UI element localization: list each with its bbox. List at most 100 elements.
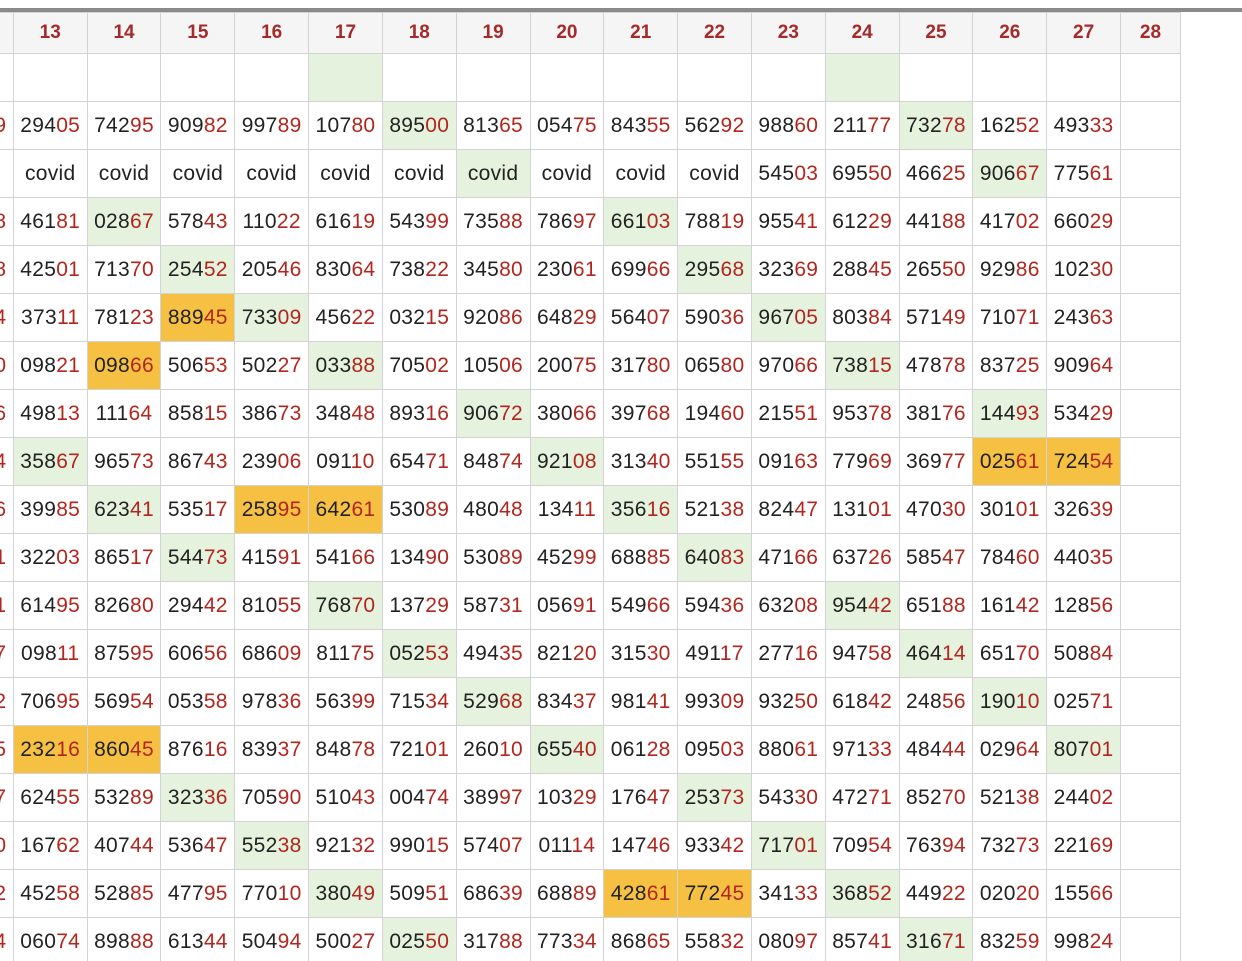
cell-number-suffix: 23 (130, 305, 154, 329)
cell-number-prefix: 253 (684, 785, 721, 809)
cell-number-suffix: 02 (1089, 785, 1114, 809)
table-cell: 05253 (381, 629, 457, 678)
table-cell: 10780 (308, 101, 383, 150)
table-row: 0000270695569540535897836563997153452968… (0, 677, 1181, 726)
table-cell (1120, 725, 1181, 774)
cell-number-suffix: 01 (794, 833, 819, 857)
table-cell: 50027 (308, 917, 383, 961)
cell-number-suffix: 10 (1015, 689, 1040, 713)
cell-number-prefix: 102 (1053, 257, 1090, 281)
cell-number-suffix: 30 (646, 641, 671, 665)
cell-number-suffix: 73 (1015, 833, 1040, 857)
cell-number-suffix: 68 (646, 401, 671, 425)
cell-number-suffix: 11 (56, 305, 80, 329)
cell-number-suffix: 29 (425, 593, 450, 617)
table-cell: 83725 (972, 341, 1048, 390)
table-cell: 76394 (898, 821, 974, 870)
table-cell: 85270 (898, 773, 974, 822)
cell-number-suffix: 93 (1015, 401, 1040, 425)
cell-number-suffix: 29 (572, 785, 597, 809)
cell-number-prefix: 569 (94, 689, 131, 713)
table-cell: 09163 (750, 437, 826, 486)
cell-number-prefix: 971 (832, 737, 869, 761)
table-cell: 47795 (160, 869, 236, 918)
table-cell: 02571 (1046, 677, 1121, 726)
column-header: 21 (603, 12, 679, 54)
cell-number-suffix: 60 (794, 113, 819, 137)
table-cell: 71701 (750, 821, 826, 870)
table-cell: 83937 (234, 725, 310, 774)
cell-number-suffix: 05 (794, 305, 819, 329)
cell-number-prefix: 221 (1053, 833, 1090, 857)
cell-number-prefix: 640 (684, 545, 721, 569)
table-row: 0000016762407445364755238921329901557407… (0, 821, 1181, 870)
cell-number-suffix: 95 (130, 641, 154, 665)
cell-number-prefix: 521 (684, 497, 721, 521)
table-cell: 46414 (898, 629, 974, 678)
table-cell: 90964 (1046, 341, 1121, 390)
cell-number-suffix: 01 (1089, 737, 1114, 761)
cell-number-prefix: 380 (315, 881, 352, 905)
table-cell: 84874 (455, 437, 531, 486)
cell-number-prefix: 456 (315, 305, 352, 329)
cell-number-prefix: 491 (685, 641, 720, 665)
table-row: 0000762455532893233670590510430047438997… (0, 773, 1181, 822)
cell-number-prefix: 997 (241, 113, 278, 137)
table-cell: 77010 (234, 869, 310, 918)
cell-number-prefix: 967 (758, 305, 795, 329)
cell-number-prefix: 301 (979, 497, 1016, 521)
cell-number-suffix: 95 (130, 113, 154, 137)
cell-number-prefix: 618 (832, 689, 869, 713)
table-cell: 00004 (0, 293, 14, 342)
cell-number-prefix: 688 (610, 545, 647, 569)
cell-number-prefix: 558 (684, 929, 721, 953)
cell-number-suffix: 94 (941, 833, 966, 857)
cell-number-prefix: 742 (94, 113, 131, 137)
cell-number-prefix: 477 (167, 881, 204, 905)
cell-number-prefix: 452 (20, 881, 57, 905)
cell-word: covid (541, 161, 593, 185)
table-cell (529, 53, 605, 102)
table-cell: covid (381, 149, 457, 198)
table-cell: 32336 (160, 773, 236, 822)
cell-number-prefix: 955 (758, 209, 795, 233)
table-cell: 41591 (234, 533, 310, 582)
table-cell: 00006 (0, 389, 14, 438)
table-cell: 70954 (824, 821, 900, 870)
cell-number-suffix: 43 (203, 209, 228, 233)
cell-number-prefix: 061 (610, 737, 647, 761)
table-cell: 47166 (750, 533, 826, 582)
table-cell: 37311 (12, 293, 88, 342)
cell-number-suffix: 09 (277, 305, 302, 329)
cell-number-prefix: 571 (906, 305, 942, 329)
table-cell: 64083 (677, 533, 752, 582)
cell-number-suffix: 70 (1015, 641, 1040, 665)
cell-number-prefix: 544 (167, 545, 204, 569)
table-cell: 82447 (750, 485, 826, 534)
cell-number-suffix: 07 (499, 833, 524, 857)
cell-number-suffix: 41 (794, 209, 819, 233)
cell-number-prefix: 895 (389, 113, 426, 137)
cell-number-suffix: 65 (646, 929, 671, 953)
cell-number-prefix: 211 (832, 113, 868, 137)
cell-number-suffix: 61 (572, 257, 597, 281)
cell-number-suffix: 95 (56, 689, 81, 713)
cell-number-suffix: 04 (0, 306, 6, 329)
cell-number-prefix: 590 (684, 305, 721, 329)
cell-number-prefix: 534 (1053, 401, 1090, 425)
table-cell: 69550 (824, 149, 900, 198)
table-row: covid covid covid covid covid covid covid covid… (0, 149, 1181, 198)
table-cell: 65540 (529, 725, 605, 774)
table-cell: 92986 (972, 245, 1048, 294)
cell-number-prefix: 623 (94, 497, 131, 521)
cell-number-suffix: 17 (719, 641, 744, 665)
cell-number-prefix: 773 (536, 929, 573, 953)
table-cell: 62455 (12, 773, 88, 822)
table-cell: 02964 (972, 725, 1048, 774)
cell-number-prefix: 906 (979, 161, 1016, 185)
table-cell: 23906 (234, 437, 310, 486)
table-cell: 51043 (308, 773, 383, 822)
cell-number-suffix: 09 (720, 689, 745, 713)
cell-number-suffix: 67 (1015, 161, 1040, 185)
cell-number-prefix: 552 (241, 833, 278, 857)
